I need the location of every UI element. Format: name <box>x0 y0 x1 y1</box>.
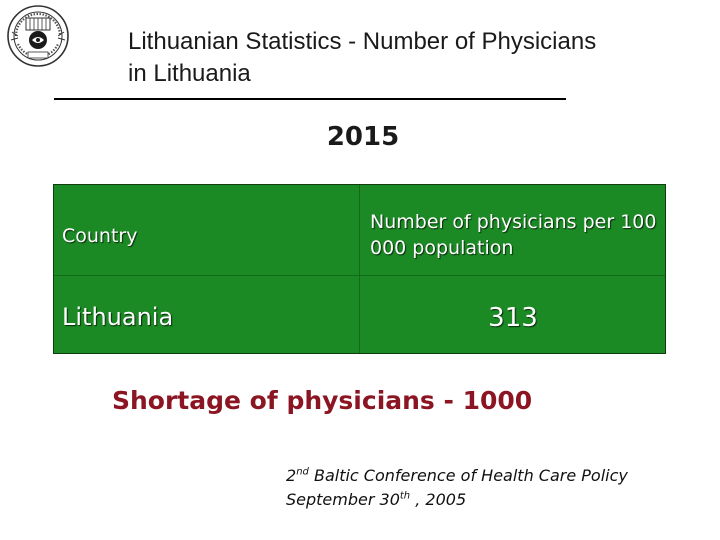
footer-conference-name: Baltic Conference of Health Care Policy <box>308 466 628 485</box>
conference-footer: 2nd Baltic Conference of Health Care Pol… <box>286 464 628 512</box>
table-cell-country: Lithuania <box>62 303 174 331</box>
year-heading: 2015 <box>326 122 400 152</box>
university-seal-icon <box>6 4 70 68</box>
footer-ordinal-suffix: nd <box>296 466 309 478</box>
table-header-country: Country <box>62 225 138 247</box>
footer-date-suffix: th <box>399 490 411 502</box>
table-header-physicians-per-population: Number of physicians per 100 000 populat… <box>370 211 657 259</box>
footer-date-year: , 2005 <box>410 490 467 509</box>
footer-ordinal: 2 <box>286 466 297 485</box>
table-column-divider <box>359 185 360 353</box>
footer-date-prefix: September 30 <box>286 490 400 509</box>
title-underline <box>54 98 566 100</box>
table-row-divider <box>54 275 665 276</box>
slide-title: Lithuanian Statistics - Number of Physic… <box>128 28 597 87</box>
table-cell-physician-count: 313 <box>488 303 538 333</box>
footer-line-conference: 2nd Baltic Conference of Health Care Pol… <box>286 464 628 488</box>
footer-line-date: September 30th , 2005 <box>286 488 628 512</box>
statistics-table: Country Number of physicians per 100 000… <box>53 184 666 354</box>
shortage-statement: Shortage of physicians - 1000 <box>112 386 533 415</box>
